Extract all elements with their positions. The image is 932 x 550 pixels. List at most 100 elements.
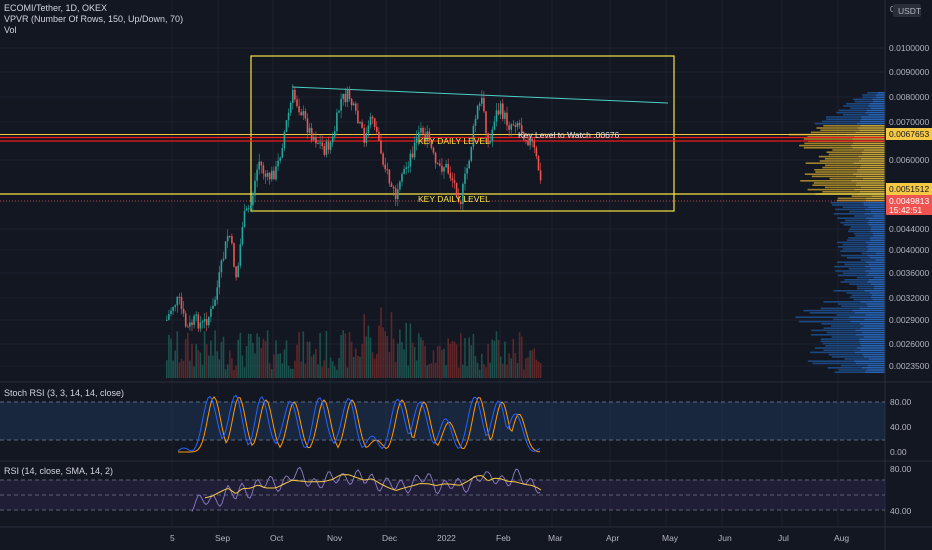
candle-body (329, 142, 332, 150)
candle-body (367, 125, 370, 134)
volume-bar (483, 364, 485, 378)
volume-bar (174, 350, 176, 378)
candle-body (239, 244, 242, 266)
vpvr-down-bar (859, 129, 885, 131)
volume-bar (493, 340, 496, 378)
vpvr-up-bar (837, 197, 867, 200)
volume-bar (371, 352, 374, 378)
vpvr-down-bar (861, 116, 885, 118)
vpvr-up-bar (845, 103, 870, 105)
candle-body (388, 169, 391, 184)
volume-bar (527, 357, 529, 378)
currency-box[interactable] (893, 4, 921, 17)
vpvr-up-bar (822, 191, 860, 193)
volume-bar (281, 363, 284, 378)
vpvr-up-bar (800, 180, 852, 182)
candle-body (275, 166, 277, 180)
vpvr-up-bar (832, 149, 864, 151)
symbol-title[interactable]: ECOMI/Tether, 1D, OKEX (4, 3, 108, 13)
candle-body (380, 140, 382, 154)
vpvr-down-bar (865, 270, 885, 272)
candle-body (327, 141, 330, 150)
volume-bar (533, 348, 536, 378)
vpvr-up-bar (834, 371, 865, 373)
time-axis[interactable]: 5 Sep Oct Nov Dec 2022 Feb Mar Apr May J… (170, 533, 849, 543)
volume-bar (287, 365, 290, 378)
vpvr-up-bar (847, 239, 870, 241)
vpvr-down-bar (855, 351, 885, 354)
candle-body (344, 93, 347, 103)
candle-body (168, 313, 170, 320)
candle-body (306, 118, 309, 133)
vpvr-up-bar (842, 114, 869, 116)
volume-bar (384, 330, 386, 378)
candle-body (376, 126, 378, 132)
vpvr-up-bar (856, 285, 874, 288)
volume-bar (455, 344, 458, 378)
volume-bar (518, 332, 521, 378)
vpvr-up-bar (807, 360, 855, 362)
volume-bar (380, 307, 382, 378)
volume-bar (453, 341, 456, 378)
vpvr-up-bar (844, 263, 869, 266)
candle-body (397, 189, 399, 200)
vpvr-down-bar (852, 173, 885, 175)
volume-bar (275, 340, 277, 378)
volume-bar (304, 363, 307, 378)
vpvr-up-bar (844, 358, 869, 360)
volume-bar (491, 339, 494, 378)
vpvr-down-bar (870, 237, 885, 239)
candle-body (420, 127, 422, 133)
candle-body (226, 236, 229, 242)
key-level-watch-label: Key Level to Watch .00676 (518, 130, 620, 140)
candle-body (428, 131, 431, 142)
stoch-title[interactable]: Stoch RSI (3, 3, 14, 14, close) (4, 388, 125, 398)
candle-body (287, 112, 290, 121)
volume-bar (166, 360, 168, 378)
candle-body (523, 132, 525, 140)
volume-bar (187, 332, 189, 378)
vpvr-title[interactable]: VPVR (Number Of Rows, 150, Up/Down, 70) (4, 14, 184, 24)
vpvr-down-bar (859, 338, 885, 340)
candle-body (260, 161, 263, 166)
volume-bar (336, 369, 338, 378)
rsi-title[interactable]: RSI (14, close, SMA, 14, 2) (4, 466, 114, 476)
vpvr-down-bar (859, 166, 885, 169)
volume-bar (520, 336, 523, 378)
key-daily-level-upper-label: KEY DAILY LEVEL (418, 136, 490, 146)
vpvr-down-bar (859, 323, 885, 325)
vpvr-down-bar (862, 353, 885, 356)
stoch-d-line (178, 396, 541, 453)
candle-body (289, 102, 292, 113)
vol-title[interactable]: Vol (4, 25, 17, 35)
vpvr-up-bar (842, 206, 869, 208)
volume-bar (392, 338, 395, 378)
volume-bar (382, 327, 384, 378)
volume-bar (239, 332, 242, 378)
volume-bar (218, 359, 221, 378)
vpvr-down-bar (850, 320, 885, 323)
vpvr-down-bar (873, 276, 885, 279)
volume-bar (342, 330, 344, 378)
volume-bar (424, 346, 426, 378)
vpvr-up-bar (837, 217, 866, 219)
candle-body (279, 157, 281, 161)
price-tick-4: 0.0070000 (889, 117, 929, 127)
vpvr-down-bar (871, 226, 885, 228)
key-daily-level-lower-label: KEY DAILY LEVEL (418, 194, 490, 204)
volume-bar (205, 344, 208, 378)
candle-body (310, 127, 313, 141)
price-axis[interactable]: 0 USDT 0.0100000 0.0090000 0.0080000 0.0… (886, 4, 932, 371)
candle-body (208, 316, 210, 326)
candle-body (218, 272, 221, 288)
vpvr-up-bar (850, 226, 872, 228)
vpvr-down-bar (869, 239, 885, 241)
volume-bar (214, 330, 216, 378)
vpvr-up-bar (799, 144, 851, 147)
candle-body (182, 308, 185, 314)
volume-bar (285, 340, 288, 378)
candle-body (346, 89, 349, 103)
candle-body (487, 133, 489, 144)
